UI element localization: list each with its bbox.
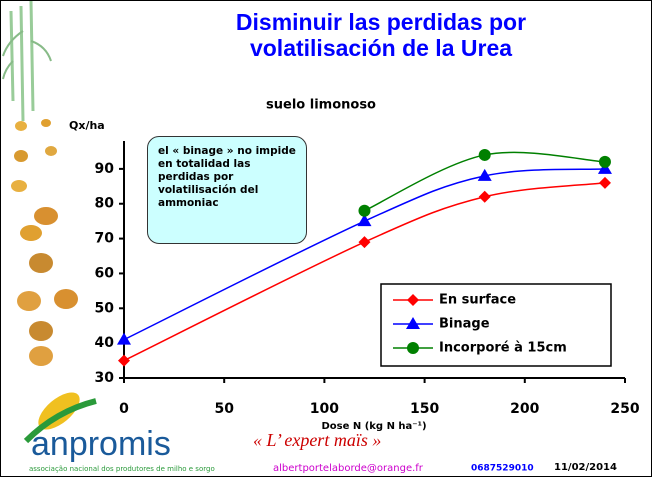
legend-label: En surface [439, 293, 516, 308]
subtitle: suelo limonoso [266, 98, 376, 113]
x-tick-label: 200 [510, 401, 539, 417]
phone: 0687529010 [471, 464, 534, 474]
title: Disminuir las perdidas por volatilisació… [235, 9, 527, 61]
marker [478, 148, 491, 161]
marker [477, 168, 492, 181]
marker [357, 214, 372, 227]
x-tick-label: 50 [214, 401, 234, 417]
y-tick-label: 70 [95, 231, 115, 247]
marker [598, 176, 611, 189]
y-axis-label: Qx/ha [69, 119, 105, 132]
y-tick-label: 90 [95, 161, 115, 177]
x-axis-label: Dose N (kg N ha⁻¹) [321, 421, 426, 432]
x-tick-label: 250 [610, 401, 639, 417]
y-tick-label: 60 [95, 265, 115, 281]
email: albertportelaborde@orange.fr [273, 463, 424, 474]
marker [406, 317, 420, 329]
date: 11/02/2014 [554, 462, 617, 473]
x-tick-label: 100 [310, 401, 339, 417]
legend-box [380, 283, 612, 367]
series-line [123, 168, 606, 341]
association: associação nacional dos produtores de mi… [29, 465, 215, 473]
marker [407, 294, 419, 306]
marker [117, 332, 131, 345]
logo: anpromis [31, 425, 171, 463]
marker [478, 190, 491, 203]
y-tick-label: 40 [95, 335, 115, 351]
series-line [123, 182, 606, 362]
marker [118, 354, 130, 367]
x-tick-label: 0 [119, 401, 129, 417]
slogan: « L’ expert maïs » [253, 430, 381, 450]
marker [407, 342, 419, 354]
marker [358, 236, 371, 249]
legend-label: Incorporé à 15cm [439, 341, 567, 356]
x-tick-label: 150 [410, 401, 439, 417]
marker [358, 204, 371, 217]
y-tick-label: 50 [95, 300, 115, 316]
annotation: el « binage » no impide en totalidad las… [147, 136, 307, 244]
legend: En surface Binage Incorporé à 15cm [380, 283, 612, 367]
marker [598, 155, 611, 168]
y-tick-label: 80 [95, 196, 115, 212]
legend-label: Binage [439, 317, 490, 332]
corn-decoration [2, 1, 97, 444]
y-tick-label: 30 [95, 370, 115, 386]
